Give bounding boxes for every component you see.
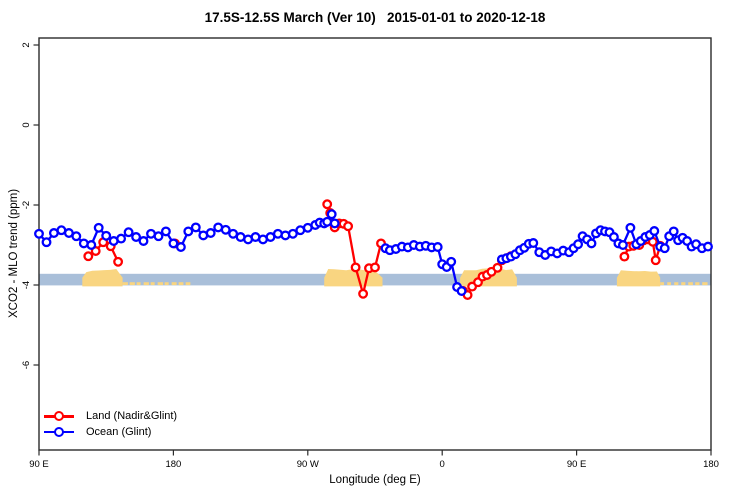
land-patch-strip <box>660 282 665 286</box>
data-point-marker <box>168 238 179 249</box>
data-point-marker <box>608 232 619 242</box>
data-point-marker <box>160 226 171 237</box>
land-patch-strip <box>122 282 128 286</box>
data-point-marker <box>153 231 164 242</box>
data-point-marker <box>138 236 149 246</box>
data-point-marker <box>131 232 142 242</box>
data-point-marker <box>370 262 380 273</box>
data-point-marker <box>220 224 231 235</box>
y-axis-label: XCO2 - MLO trend (ppm) <box>8 188 20 318</box>
data-point-marker <box>123 227 134 238</box>
data-point-marker <box>492 262 503 273</box>
data-point-marker <box>432 242 443 252</box>
legend-ocean-marker-icon <box>54 426 64 437</box>
data-point-marker <box>71 231 82 242</box>
land-patch-strip <box>171 282 177 286</box>
y-tick-label: -6 <box>21 361 32 369</box>
x-tick-label: 90 W <box>297 459 319 470</box>
x-axis-label: Longitude (deg E) <box>329 474 421 486</box>
land-patch-strip <box>143 282 149 286</box>
data-point-marker <box>190 222 201 233</box>
legend-land-label: Land (Nadir&Glint) <box>86 410 178 422</box>
legend-item-land: Land (Nadir&Glint) <box>44 409 264 425</box>
data-point-marker <box>280 230 291 241</box>
x-tick-label: 90 E <box>29 459 49 470</box>
data-point-marker <box>358 288 369 299</box>
data-point-marker <box>586 238 597 249</box>
data-point-marker <box>93 222 104 233</box>
legend-land-marker-icon <box>54 411 64 421</box>
data-point-marker <box>668 226 679 237</box>
x-tick-label: 0 <box>440 459 445 470</box>
y-tick-label: -2 <box>21 201 32 209</box>
data-point-marker <box>113 256 124 267</box>
data-point-marker <box>322 199 333 210</box>
legend-item-ocean: Ocean (Glint) <box>44 425 264 441</box>
land-patch-strip <box>157 282 164 286</box>
data-point-marker <box>625 222 636 233</box>
land-patch-strip <box>164 282 169 286</box>
land-patch-strip <box>136 282 141 286</box>
land-patch-strip <box>129 282 135 286</box>
data-point-marker <box>456 286 467 296</box>
data-point-marker <box>175 242 186 252</box>
land-patch-strip <box>695 282 700 286</box>
x-tick-label: 180 <box>165 459 181 470</box>
y-tick-label: -4 <box>21 281 32 289</box>
data-point-marker <box>101 230 112 241</box>
chart-title: 17.5S-12.5S March (Ver 10) 2015-01-01 to… <box>204 10 546 25</box>
data-point-marker <box>116 233 127 244</box>
data-point-marker <box>34 228 44 239</box>
data-point-marker <box>573 239 584 250</box>
land-patch-strip <box>688 282 693 286</box>
data-point-marker <box>446 256 457 267</box>
data-point-marker <box>617 240 628 250</box>
land-patch-strip <box>667 282 671 286</box>
data-point-marker <box>350 262 361 273</box>
data-point-marker <box>343 221 354 232</box>
legend-ocean-label: Ocean (Glint) <box>86 425 152 438</box>
data-point-marker <box>83 251 94 262</box>
land-patch-strip <box>178 282 184 286</box>
y-tick-label: 2 <box>21 42 32 47</box>
land-patch-strip <box>702 282 708 286</box>
data-point-marker <box>329 218 340 229</box>
data-point-marker <box>659 243 670 254</box>
data-point-marker <box>183 226 194 237</box>
data-point-marker <box>649 226 660 236</box>
x-tick-label: 180 <box>703 459 719 470</box>
land-patch <box>82 269 123 287</box>
land-patch-strip <box>185 282 191 286</box>
data-point-marker <box>86 240 97 250</box>
data-point-marker <box>41 237 52 248</box>
data-point-marker <box>619 251 630 262</box>
data-point-marker <box>205 228 216 238</box>
data-point-marker <box>78 238 89 249</box>
land-patch-strip <box>674 282 679 286</box>
legend: Land (Nadir&Glint) Ocean (Glint) <box>44 409 264 440</box>
data-point-marker <box>272 228 283 239</box>
land-patch-strip <box>681 282 686 286</box>
data-point-marker <box>703 241 713 252</box>
y-tick-label: 0 <box>21 122 32 127</box>
data-point-marker <box>528 238 539 248</box>
data-point-marker <box>287 228 298 239</box>
data-point-marker <box>326 209 337 220</box>
land-patch <box>616 270 661 287</box>
x-tick-label: 90 E <box>567 459 587 470</box>
land-patch-strip <box>150 282 155 286</box>
data-point-marker <box>322 216 333 227</box>
data-point-marker <box>650 255 661 266</box>
